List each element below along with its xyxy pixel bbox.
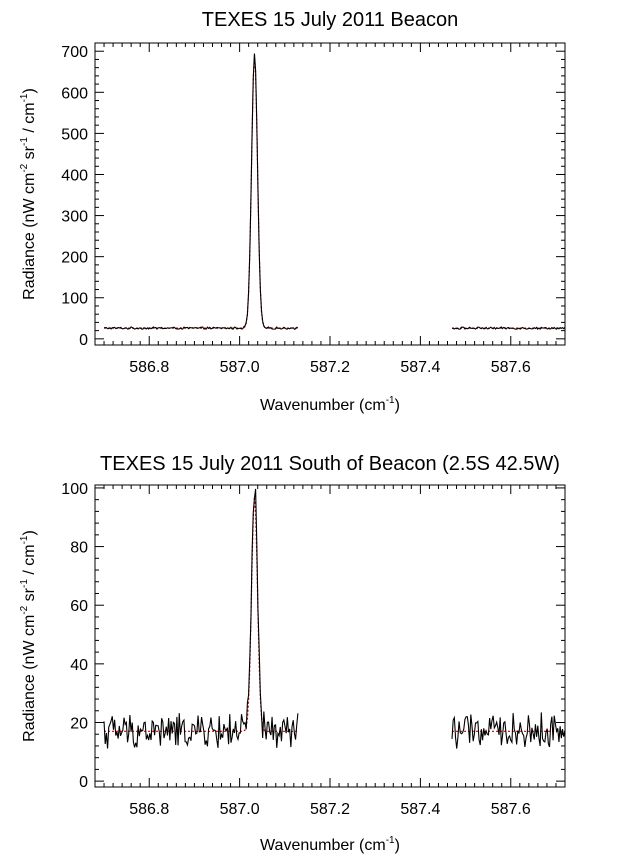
y-tick-label: 200	[61, 250, 88, 267]
y-axis-label: Radiance (nW cm-2 sr-1 / cm-1)	[19, 88, 38, 300]
y-tick-label: 700	[61, 44, 88, 61]
x-tick-label: 587.4	[400, 359, 440, 376]
plot-frame	[94, 42, 566, 346]
chart-title: TEXES 15 July 2011 South of Beacon (2.5S…	[100, 453, 560, 475]
series-layer	[104, 53, 566, 331]
observed-line-segment-1	[103, 488, 299, 749]
x-tick-label: 587.2	[310, 801, 350, 818]
x-tick-label: 587.0	[220, 801, 260, 818]
model-line-segment-1	[104, 496, 298, 732]
y-ticks: 0 20 40 60 80 100	[61, 481, 565, 791]
x-tick-label: 587.2	[310, 359, 350, 376]
y-tick-label: 80	[70, 540, 88, 557]
chart-title: TEXES 15 July 2011 Beacon	[202, 9, 458, 31]
plot-frame	[94, 484, 566, 788]
observed-line-segment-2	[451, 712, 566, 749]
y-tick-label: 0	[79, 774, 88, 791]
x-tick-label: 587.6	[491, 801, 531, 818]
x-ticks: 586.8 587.0 587.2 587.4 587.6	[94, 485, 566, 818]
y-tick-label: 400	[61, 167, 88, 184]
chart-panel-south-of-beacon: TEXES 15 July 2011 South of Beacon (2.5S…	[19, 453, 566, 854]
x-tick-label: 587.6	[491, 359, 531, 376]
x-tick-label: 586.8	[129, 801, 169, 818]
y-axis-label: Radiance (nW cm-2 sr-1 / cm-1)	[19, 530, 38, 742]
chart-panel-beacon: TEXES 15 July 2011 Beacon 0 100 200 300 400 5…	[19, 9, 566, 414]
y-tick-label: 0	[79, 332, 88, 349]
y-tick-label: 20	[70, 715, 88, 732]
x-tick-label: 587.4	[400, 801, 440, 818]
y-tick-label: 100	[61, 291, 88, 308]
y-tick-label: 60	[70, 598, 88, 615]
y-tick-label: 100	[61, 481, 88, 498]
y-ticks: 0 100 200 300 400 500 600 700	[61, 42, 565, 349]
x-tick-label: 586.8	[129, 359, 169, 376]
y-tick-label: 600	[61, 85, 88, 102]
model-line-segment-1	[104, 55, 298, 329]
x-axis-label: Wavenumber (cm-1)	[260, 395, 400, 414]
observed-line-segment-2	[451, 326, 566, 331]
x-axis-label: Wavenumber (cm-1)	[260, 835, 400, 854]
y-tick-label: 300	[61, 209, 88, 226]
series-layer	[103, 488, 566, 749]
x-tick-label: 587.0	[220, 359, 260, 376]
observed-line-segment-1	[104, 53, 299, 330]
y-tick-label: 40	[70, 657, 88, 674]
x-ticks: 586.8 587.0 587.2 587.4 587.6	[94, 43, 566, 376]
y-tick-label: 500	[61, 126, 88, 143]
